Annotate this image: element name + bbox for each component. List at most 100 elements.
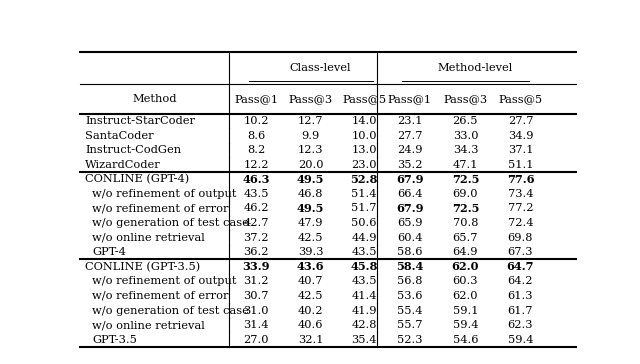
Text: 31.2: 31.2 bbox=[243, 276, 269, 286]
Text: 50.6: 50.6 bbox=[351, 218, 377, 228]
Text: 61.3: 61.3 bbox=[508, 291, 533, 301]
Text: 69.8: 69.8 bbox=[508, 233, 533, 243]
Text: 72.5: 72.5 bbox=[452, 174, 479, 185]
Text: 51.1: 51.1 bbox=[508, 160, 533, 170]
Text: 34.3: 34.3 bbox=[452, 145, 478, 155]
Text: Method: Method bbox=[132, 94, 177, 104]
Text: 12.3: 12.3 bbox=[298, 145, 323, 155]
Text: 43.5: 43.5 bbox=[351, 247, 377, 257]
Text: Method-level: Method-level bbox=[437, 63, 513, 73]
Text: w/o online retrieval: w/o online retrieval bbox=[92, 320, 205, 330]
Text: w/o generation of test case: w/o generation of test case bbox=[92, 218, 249, 228]
Text: 27.0: 27.0 bbox=[243, 335, 269, 345]
Text: 45.8: 45.8 bbox=[351, 261, 378, 272]
Text: 23.0: 23.0 bbox=[351, 160, 377, 170]
Text: 44.9: 44.9 bbox=[351, 233, 377, 243]
Text: 56.8: 56.8 bbox=[397, 276, 422, 286]
Text: 67.9: 67.9 bbox=[396, 203, 424, 214]
Text: Pass@5: Pass@5 bbox=[342, 94, 387, 104]
Text: 37.2: 37.2 bbox=[243, 233, 269, 243]
Text: GPT-4: GPT-4 bbox=[92, 247, 126, 257]
Text: 40.7: 40.7 bbox=[298, 276, 323, 286]
Text: Pass@1: Pass@1 bbox=[234, 94, 278, 104]
Text: 12.7: 12.7 bbox=[298, 116, 323, 126]
Text: 35.4: 35.4 bbox=[351, 335, 377, 345]
Text: w/o refinement of output: w/o refinement of output bbox=[92, 276, 237, 286]
Text: 31.4: 31.4 bbox=[243, 320, 269, 330]
Text: 13.0: 13.0 bbox=[351, 145, 377, 155]
Text: 36.2: 36.2 bbox=[243, 247, 269, 257]
Text: 32.1: 32.1 bbox=[298, 335, 323, 345]
Text: w/o refinement of error: w/o refinement of error bbox=[92, 203, 229, 213]
Text: 42.7: 42.7 bbox=[243, 218, 269, 228]
Text: Pass@5: Pass@5 bbox=[499, 94, 543, 104]
Text: 46.8: 46.8 bbox=[298, 189, 323, 199]
Text: 10.0: 10.0 bbox=[351, 131, 377, 141]
Text: Pass@3: Pass@3 bbox=[444, 94, 488, 104]
Text: 40.2: 40.2 bbox=[298, 305, 323, 316]
Text: 14.0: 14.0 bbox=[351, 116, 377, 126]
Text: 65.9: 65.9 bbox=[397, 218, 422, 228]
Text: CONLINE (GPT-3.5): CONLINE (GPT-3.5) bbox=[85, 262, 200, 272]
Text: 62.0: 62.0 bbox=[452, 261, 479, 272]
Text: 58.6: 58.6 bbox=[397, 247, 422, 257]
Text: 43.6: 43.6 bbox=[297, 261, 324, 272]
Text: 33.9: 33.9 bbox=[243, 261, 270, 272]
Text: 59.4: 59.4 bbox=[508, 335, 533, 345]
Text: 42.5: 42.5 bbox=[298, 291, 323, 301]
Text: Instruct-StarCoder: Instruct-StarCoder bbox=[85, 116, 195, 126]
Text: 70.8: 70.8 bbox=[452, 218, 478, 228]
Text: w/o generation of test case: w/o generation of test case bbox=[92, 305, 249, 316]
Text: 77.2: 77.2 bbox=[508, 203, 533, 213]
Text: Instruct-CodGen: Instruct-CodGen bbox=[85, 145, 181, 155]
Text: GPT-3.5: GPT-3.5 bbox=[92, 335, 137, 345]
Text: 46.3: 46.3 bbox=[243, 174, 270, 185]
Text: 67.9: 67.9 bbox=[396, 174, 424, 185]
Text: 27.7: 27.7 bbox=[508, 116, 533, 126]
Text: 47.9: 47.9 bbox=[298, 218, 323, 228]
Text: 77.6: 77.6 bbox=[507, 174, 534, 185]
Text: 54.6: 54.6 bbox=[452, 335, 478, 345]
Text: 52.8: 52.8 bbox=[351, 174, 378, 185]
Text: 30.7: 30.7 bbox=[243, 291, 269, 301]
Text: 39.3: 39.3 bbox=[298, 247, 323, 257]
Text: 55.7: 55.7 bbox=[397, 320, 422, 330]
Text: 46.2: 46.2 bbox=[243, 203, 269, 213]
Text: 24.9: 24.9 bbox=[397, 145, 422, 155]
Text: 52.3: 52.3 bbox=[397, 335, 422, 345]
Text: 69.0: 69.0 bbox=[452, 189, 478, 199]
Text: 51.4: 51.4 bbox=[351, 189, 377, 199]
Text: 62.3: 62.3 bbox=[508, 320, 533, 330]
Text: 58.4: 58.4 bbox=[396, 261, 424, 272]
Text: w/o refinement of error: w/o refinement of error bbox=[92, 291, 229, 301]
Text: WizardCoder: WizardCoder bbox=[85, 160, 161, 170]
Text: 49.5: 49.5 bbox=[297, 174, 324, 185]
Text: 73.4: 73.4 bbox=[508, 189, 533, 199]
Text: 42.5: 42.5 bbox=[298, 233, 323, 243]
Text: 72.4: 72.4 bbox=[508, 218, 533, 228]
Text: 64.9: 64.9 bbox=[452, 247, 478, 257]
Text: Pass@1: Pass@1 bbox=[388, 94, 432, 104]
Text: 33.0: 33.0 bbox=[452, 131, 478, 141]
Text: w/o refinement of output: w/o refinement of output bbox=[92, 189, 237, 199]
Text: 59.4: 59.4 bbox=[452, 320, 478, 330]
Text: 51.7: 51.7 bbox=[351, 203, 377, 213]
Text: 41.4: 41.4 bbox=[351, 291, 377, 301]
Text: 49.5: 49.5 bbox=[297, 203, 324, 214]
Text: 64.2: 64.2 bbox=[508, 276, 533, 286]
Text: 66.4: 66.4 bbox=[397, 189, 422, 199]
Text: 26.5: 26.5 bbox=[452, 116, 478, 126]
Text: 64.7: 64.7 bbox=[507, 261, 534, 272]
Text: 8.6: 8.6 bbox=[247, 131, 265, 141]
Text: Class-level: Class-level bbox=[289, 63, 351, 73]
Text: Pass@3: Pass@3 bbox=[289, 94, 333, 104]
Text: 55.4: 55.4 bbox=[397, 305, 422, 316]
Text: 12.2: 12.2 bbox=[243, 160, 269, 170]
Text: 8.2: 8.2 bbox=[247, 145, 265, 155]
Text: 47.1: 47.1 bbox=[452, 160, 478, 170]
Text: 43.5: 43.5 bbox=[351, 276, 377, 286]
Text: 35.2: 35.2 bbox=[397, 160, 422, 170]
Text: 65.7: 65.7 bbox=[452, 233, 478, 243]
Text: 59.1: 59.1 bbox=[452, 305, 478, 316]
Text: 43.5: 43.5 bbox=[243, 189, 269, 199]
